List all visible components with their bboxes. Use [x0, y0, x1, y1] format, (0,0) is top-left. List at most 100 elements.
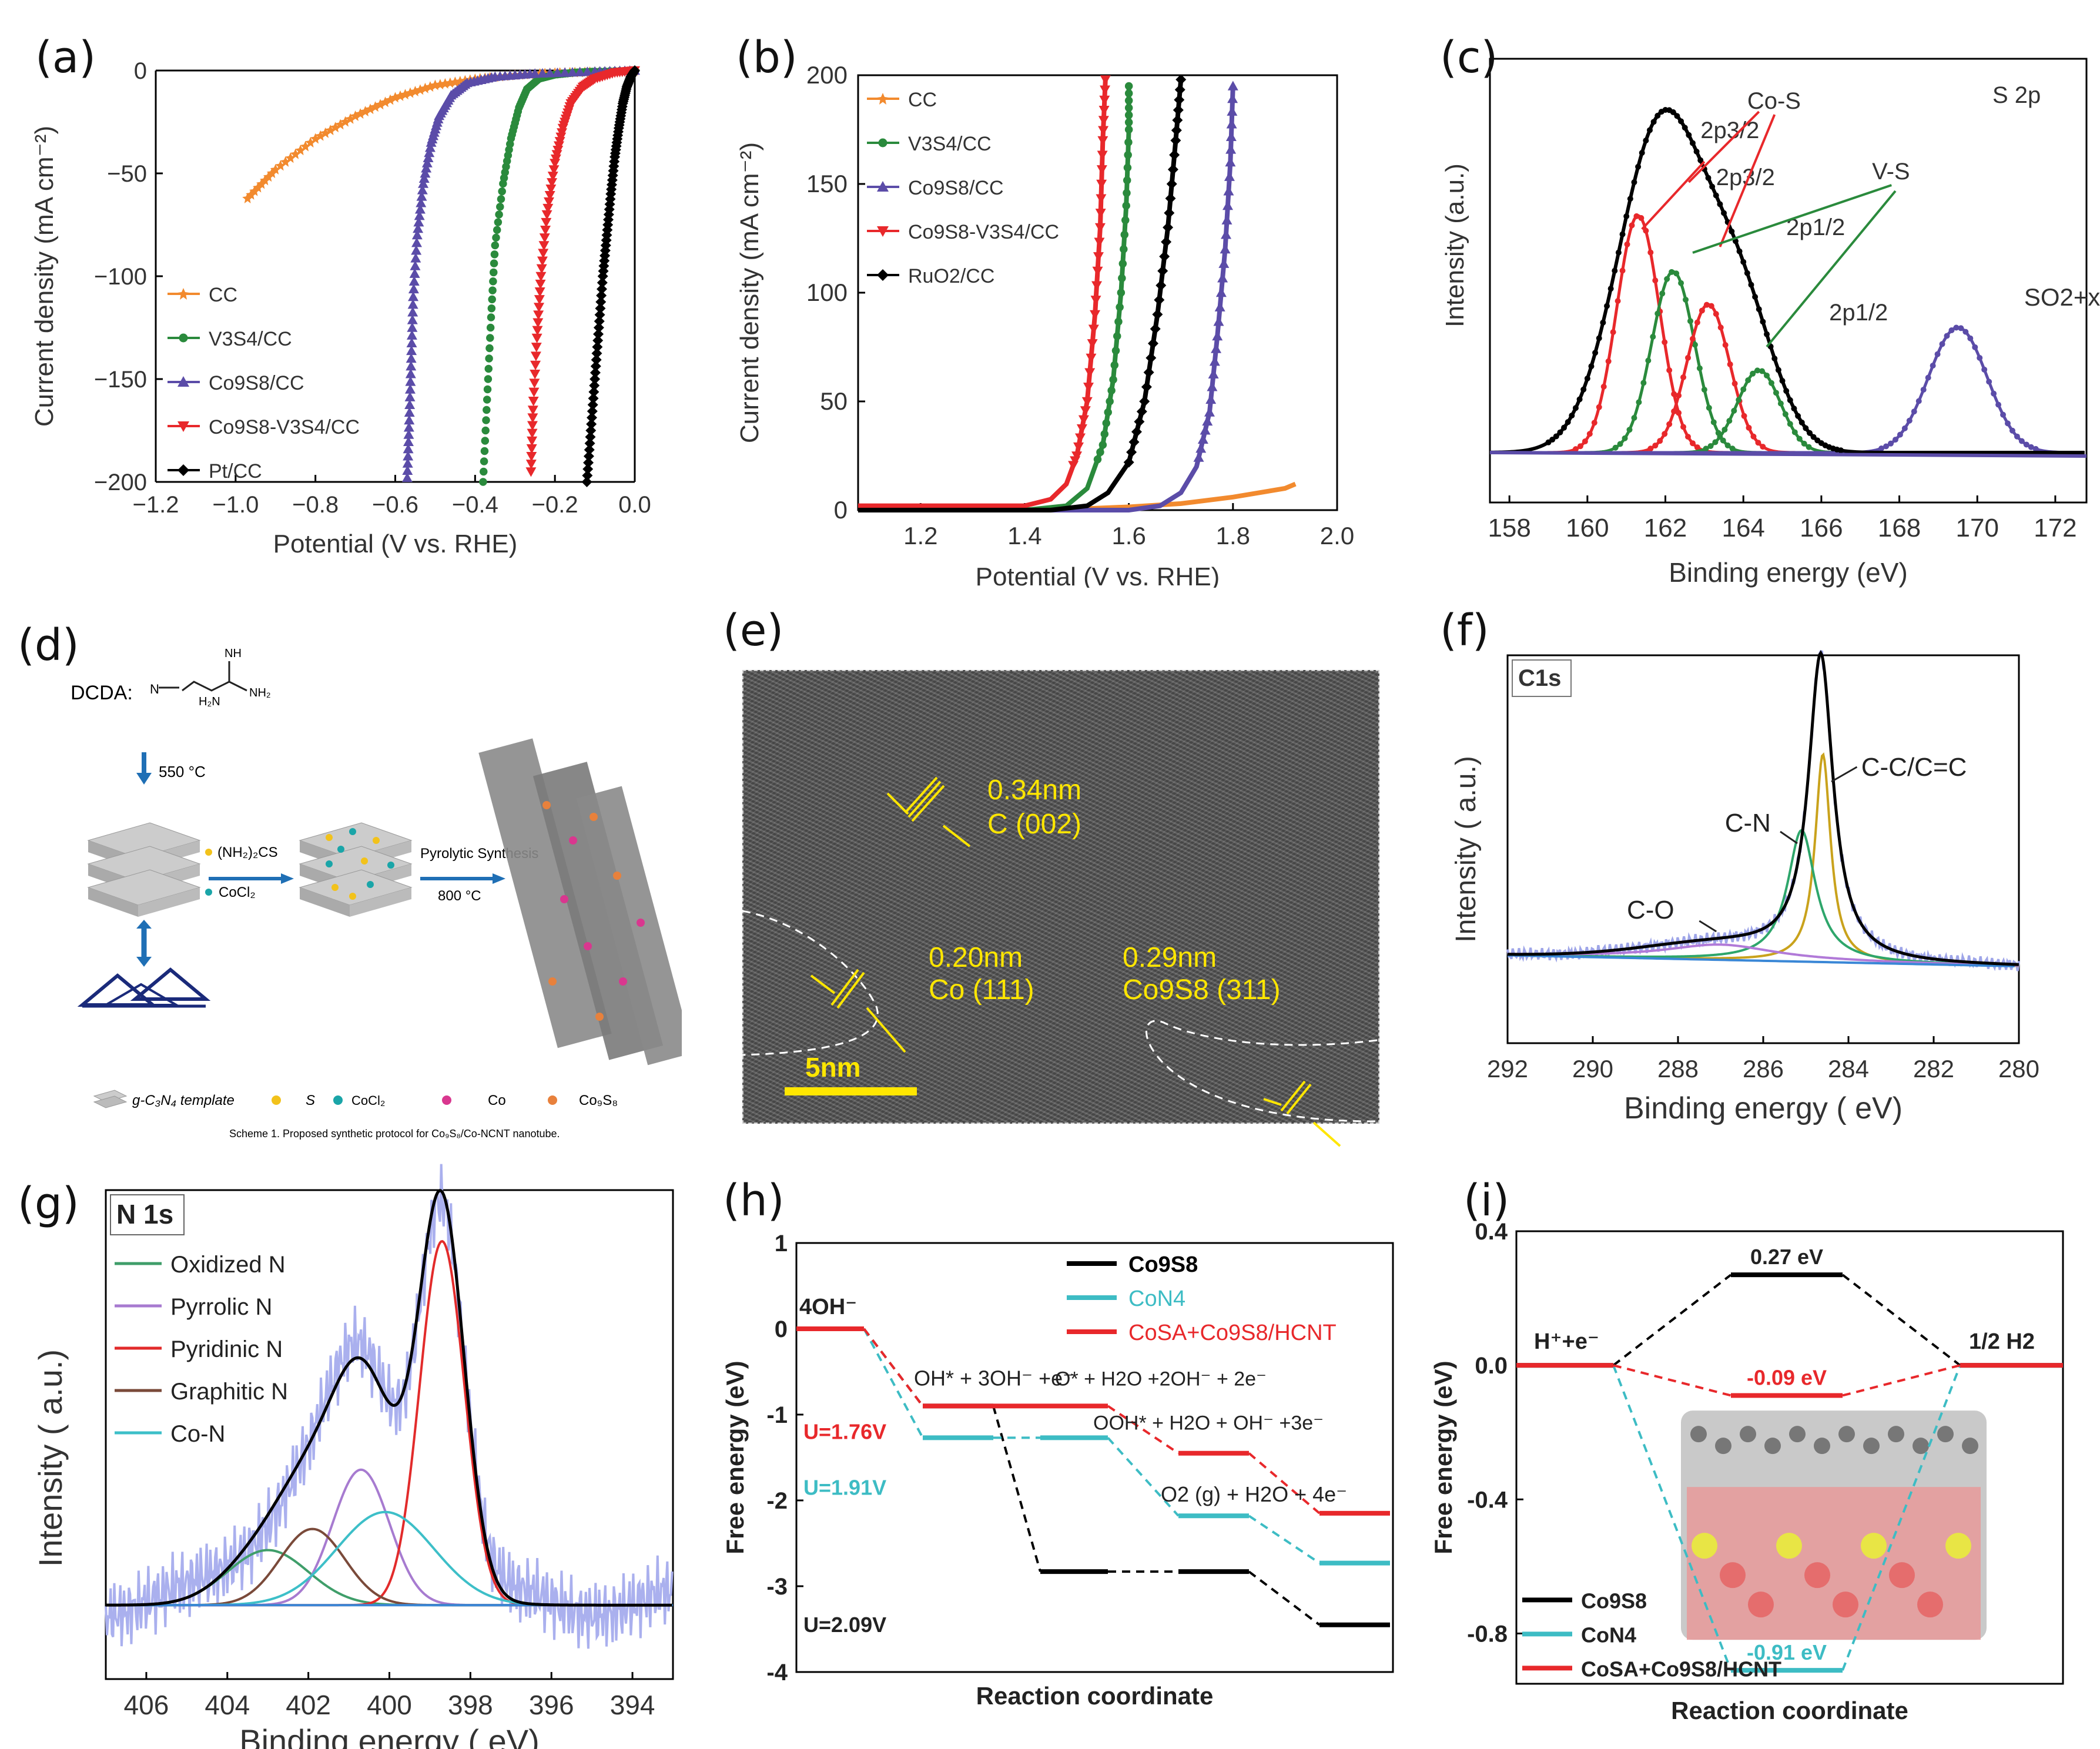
data-point	[1104, 408, 1112, 417]
connector-line	[863, 1328, 924, 1439]
plot-frame	[1515, 1230, 2064, 1685]
data-point	[340, 116, 351, 127]
plot-frame	[1506, 654, 2020, 1044]
data-point	[404, 391, 416, 401]
data-point	[1106, 397, 1114, 406]
step-label: OOH* + H2O + OH⁻ +3e⁻	[1093, 1412, 1324, 1435]
data-point	[567, 67, 578, 77]
legend-co: Co	[488, 1093, 506, 1108]
data-point	[414, 204, 426, 214]
data-point	[1694, 444, 1700, 451]
data-point	[1750, 370, 1756, 377]
legend-label: RuO2/CC	[908, 265, 994, 287]
data-point	[1744, 270, 1750, 276]
legend-label: Co9S8	[1581, 1589, 1647, 1613]
legend-s: S	[306, 1093, 315, 1108]
y-axis-title: Free energy (eV)	[721, 1361, 749, 1554]
data-point	[1911, 408, 1917, 415]
atom	[1888, 1426, 1904, 1443]
x-tick-label: 160	[1566, 514, 1609, 542]
data-point	[355, 108, 366, 119]
data-point	[1638, 215, 1645, 222]
data-point	[1759, 368, 1766, 374]
data-point	[480, 467, 488, 476]
scheme-caption: Scheme 1. Proposed synthetic protocol fo…	[229, 1128, 560, 1140]
xps-s2p-chart: 158 160 162 164 166 168 170 172 Binding energy (…	[1441, 58, 2100, 588]
data-point	[584, 438, 595, 449]
data-point	[1081, 397, 1093, 407]
chart-title: C1s	[1518, 665, 1561, 691]
x-axis-title: Binding energy ( eV)	[239, 1723, 540, 1749]
data-point	[1755, 440, 1761, 446]
data-point	[1773, 390, 1779, 396]
data-point	[2014, 433, 2020, 440]
data-point	[1787, 421, 1793, 427]
data-point	[1124, 96, 1133, 105]
y-axis-title: Current density (mA cm⁻²)	[735, 142, 764, 443]
legend-label: Graphitic N	[170, 1379, 288, 1405]
x-axis-title: Reaction coordinate	[1671, 1697, 1908, 1724]
data-point	[1662, 431, 1668, 437]
data-point	[1122, 202, 1130, 210]
data-point	[530, 68, 541, 78]
data-point	[1948, 327, 1955, 333]
data-point	[484, 364, 493, 373]
panel-a: (a) −1.2 −1.0 −0.8 −0.6 −0.4 −0.2 0.0 0 −50 −100−…	[0, 0, 664, 588]
data-point	[1736, 248, 1743, 254]
atom	[1720, 1562, 1746, 1589]
legend-label: Co9S8/CC	[209, 372, 304, 394]
data-point	[539, 233, 550, 243]
data-point	[548, 165, 560, 175]
data-point	[1722, 342, 1729, 349]
data-point	[1604, 303, 1610, 309]
lsv-oer-chart: 1.2 1.4 1.6 1.8 2.0 0 50 100 150 200 Potential (V …	[735, 61, 1354, 588]
data-point	[486, 334, 494, 342]
data-point	[1678, 280, 1684, 286]
data-point	[582, 66, 593, 76]
annotation-2p12-b: 2p1/2	[1829, 300, 1888, 326]
data-point	[385, 94, 396, 105]
data-point	[408, 276, 420, 286]
y-tick-label: 1	[775, 1231, 788, 1257]
dcda-label: DCDA:	[71, 682, 133, 704]
temp1-label: 550 °C	[159, 763, 206, 780]
panel-label-g: (g)	[18, 1178, 79, 1229]
data-point	[486, 323, 495, 332]
reagent1-label: (NH₂)₂CS	[217, 845, 278, 860]
data-point	[1124, 138, 1133, 146]
data-point	[1791, 429, 1798, 435]
data-point	[1100, 85, 1111, 95]
tem-label-2a: 0.20nm	[929, 942, 1023, 973]
data-point	[1934, 351, 1941, 357]
legend-label: Co9S8-V3S4/CC	[209, 416, 360, 438]
data-point	[1709, 183, 1716, 190]
data-point	[1622, 435, 1628, 441]
data-point	[404, 384, 416, 394]
data-point	[1686, 132, 1692, 138]
y-tick-label: 200	[806, 61, 848, 89]
data-point	[407, 322, 418, 332]
lsv-her-chart: −1.2 −1.0 −0.8 −0.6 −0.4 −0.2 0.0 0 −50 −100 −150 −…	[30, 58, 651, 558]
data-point	[1654, 310, 1661, 317]
y-tick-label: −100	[94, 264, 147, 290]
data-point	[1705, 175, 1712, 181]
data-point	[1962, 329, 1969, 335]
data-point	[1981, 366, 1988, 373]
data-point	[1647, 249, 1654, 256]
data-point	[490, 259, 498, 267]
data-point	[594, 309, 605, 320]
data-point	[877, 93, 889, 105]
data-point	[1096, 448, 1104, 457]
data-point	[1126, 447, 1137, 458]
connector-line	[1248, 1570, 1321, 1626]
data-point	[1777, 400, 1784, 407]
data-point	[1208, 368, 1219, 378]
panel-c: (c) 158 160 162 164 166 168 170 172 Binding ener…	[1422, 0, 2100, 588]
data-point	[534, 303, 544, 313]
data-point	[177, 376, 189, 387]
data-point	[1883, 443, 1890, 450]
data-point	[404, 407, 415, 417]
step-label: OH* + 3OH⁻ +e⁻	[914, 1366, 1074, 1390]
data-point	[1680, 374, 1687, 380]
x-tick-label: −1.2	[133, 492, 179, 518]
